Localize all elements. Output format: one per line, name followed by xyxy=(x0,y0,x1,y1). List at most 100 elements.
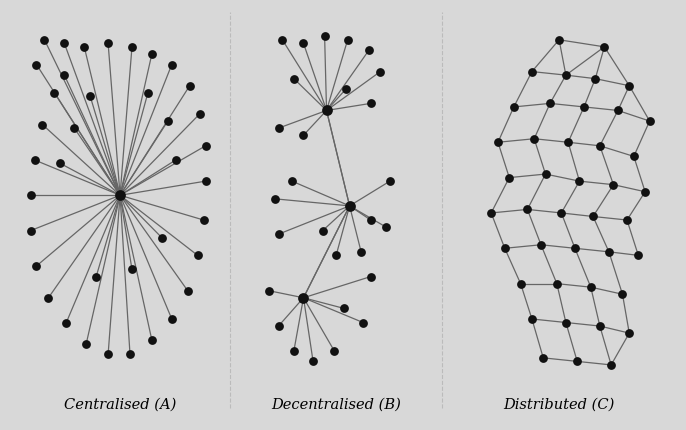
Point xyxy=(560,319,571,326)
Point xyxy=(269,196,280,203)
Point xyxy=(37,122,48,129)
Point xyxy=(156,235,167,242)
Point xyxy=(166,316,177,322)
Point xyxy=(192,252,203,259)
Point xyxy=(515,280,526,287)
Point xyxy=(307,358,318,365)
Point xyxy=(536,242,547,249)
Point xyxy=(342,37,353,44)
Point xyxy=(622,217,632,224)
Point xyxy=(585,284,596,291)
Point xyxy=(287,178,298,185)
Point xyxy=(545,101,556,108)
Point xyxy=(604,249,615,256)
Point xyxy=(103,351,114,358)
Point xyxy=(81,341,92,347)
Text: Distributed (C): Distributed (C) xyxy=(504,397,615,411)
Point xyxy=(273,126,284,132)
Point xyxy=(29,157,40,164)
Point xyxy=(599,44,610,51)
Point xyxy=(143,90,154,97)
Text: Centralised (A): Centralised (A) xyxy=(64,397,176,411)
Point xyxy=(298,132,309,139)
Point xyxy=(124,351,135,358)
Point xyxy=(115,192,126,199)
Point xyxy=(608,182,619,189)
Point xyxy=(613,108,624,115)
Point xyxy=(200,178,211,185)
Point xyxy=(365,101,376,108)
Point xyxy=(508,104,519,111)
Point xyxy=(364,48,375,55)
Point xyxy=(31,263,42,270)
Point xyxy=(590,76,601,83)
Text: Decentralised (B): Decentralised (B) xyxy=(271,397,401,411)
Point xyxy=(288,76,299,83)
Point xyxy=(365,273,376,280)
Point xyxy=(632,252,643,259)
Point xyxy=(624,83,635,90)
Point xyxy=(578,104,589,111)
Point xyxy=(552,280,563,287)
Point xyxy=(59,73,70,80)
Point xyxy=(569,245,580,252)
Point xyxy=(170,157,181,164)
Point xyxy=(504,175,514,181)
Point xyxy=(381,224,392,231)
Point xyxy=(103,41,114,48)
Point xyxy=(526,316,537,322)
Point xyxy=(384,178,395,185)
Point xyxy=(617,291,628,298)
Point xyxy=(538,355,549,362)
Point xyxy=(61,319,72,326)
Point xyxy=(319,34,330,40)
Point xyxy=(91,273,102,280)
Point xyxy=(355,249,366,256)
Point xyxy=(606,362,617,369)
Point xyxy=(25,192,36,199)
Point xyxy=(184,83,195,90)
Point xyxy=(554,37,565,44)
Point xyxy=(31,62,42,69)
Point xyxy=(263,288,274,295)
Point xyxy=(331,252,342,259)
Point xyxy=(317,227,328,234)
Point xyxy=(126,267,137,273)
Point xyxy=(146,51,157,58)
Point xyxy=(84,94,95,101)
Point xyxy=(594,143,605,150)
Point xyxy=(277,37,288,44)
Point xyxy=(298,295,309,301)
Point xyxy=(556,210,567,217)
Point xyxy=(79,44,90,51)
Point xyxy=(321,108,332,115)
Point xyxy=(146,337,157,344)
Point xyxy=(529,136,540,143)
Point xyxy=(375,69,386,76)
Point xyxy=(200,143,211,150)
Point xyxy=(526,69,537,76)
Point xyxy=(49,90,60,97)
Point xyxy=(338,305,349,312)
Point xyxy=(571,358,582,365)
Point xyxy=(560,73,571,80)
Point xyxy=(624,330,635,337)
Point xyxy=(39,37,50,44)
Point xyxy=(594,323,605,330)
Point xyxy=(55,161,66,168)
Point xyxy=(486,210,497,217)
Point xyxy=(563,139,573,146)
Point xyxy=(357,319,368,326)
Point xyxy=(166,62,177,69)
Point xyxy=(126,44,137,51)
Point xyxy=(644,118,655,125)
Point xyxy=(344,203,355,210)
Point xyxy=(540,171,551,178)
Point xyxy=(493,139,504,146)
Point xyxy=(499,245,510,252)
Point xyxy=(273,323,284,330)
Point xyxy=(273,231,284,238)
Point xyxy=(365,217,376,224)
Point xyxy=(194,111,205,118)
Point xyxy=(587,214,598,221)
